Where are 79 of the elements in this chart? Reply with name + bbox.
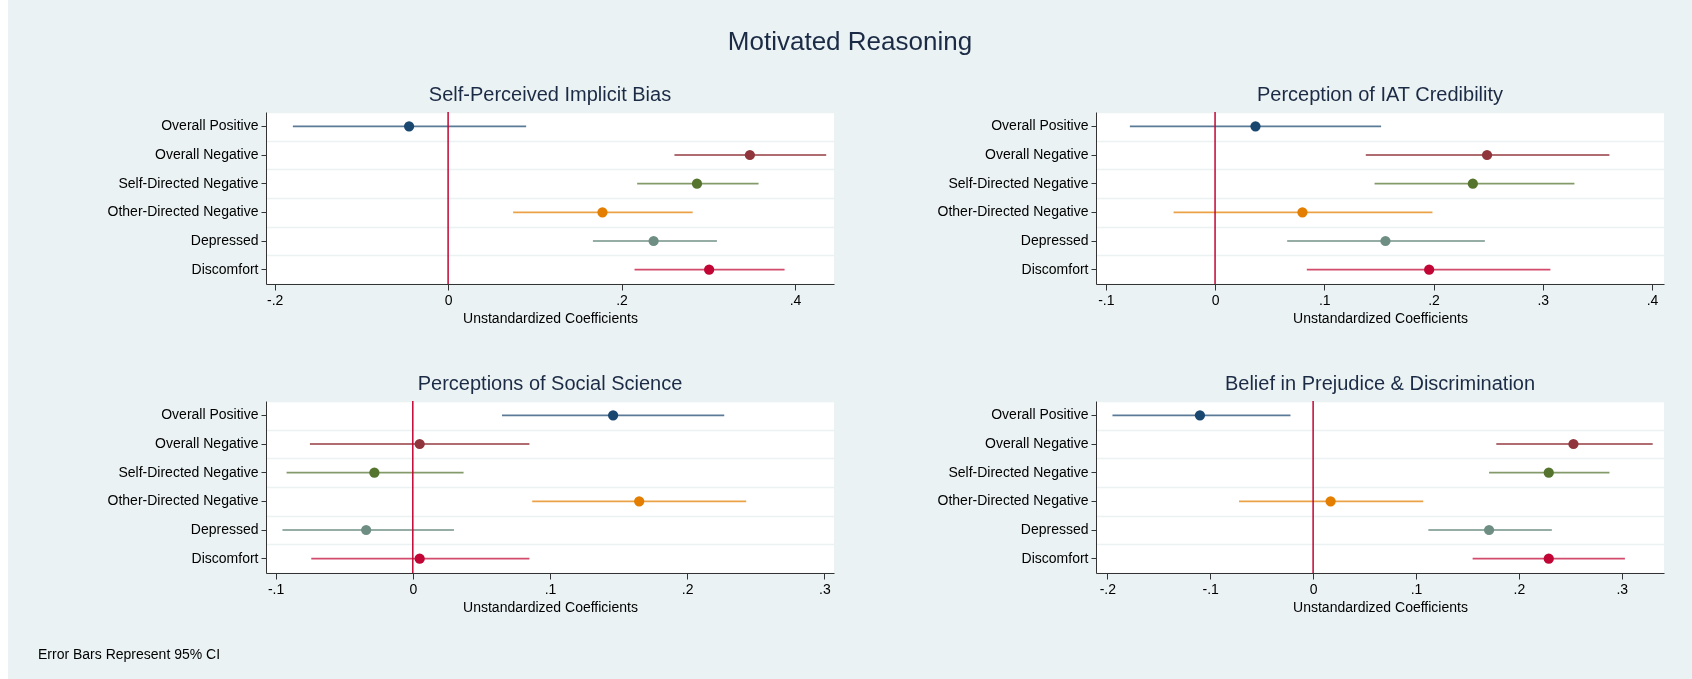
point: [414, 553, 425, 564]
y-tick-label: Overall Negative: [155, 435, 259, 451]
point: [704, 264, 715, 275]
y-tick-label: Overall Positive: [991, 117, 1089, 134]
text: Error Bars Represent 95% CI: [38, 646, 221, 662]
y-tick-label: Depressed: [190, 521, 259, 537]
x-tick-label: -.1: [267, 580, 285, 597]
chart-title: Self-Perceived Implicit Bias: [428, 83, 672, 106]
x-tick-label: .4: [789, 291, 802, 308]
y-tick-label: Depressed: [1020, 521, 1089, 537]
point: [607, 410, 619, 421]
x-tick-label: .2: [681, 580, 694, 597]
x-tick-label: -.1: [1202, 580, 1220, 597]
point: [1568, 438, 1579, 450]
y-tick-label: Overall Negative: [155, 146, 259, 162]
text: Motivated Reasoning: [727, 26, 973, 57]
y-tick-label: Other-Directed Negative: [107, 203, 259, 220]
x-tick-label: .2: [1428, 291, 1441, 308]
x-tick-label: .1: [1410, 580, 1423, 597]
x-tick-label: -.2: [1099, 580, 1117, 597]
point: [597, 207, 608, 218]
chart-title: Belief in Prejudice & Discrimination: [1224, 372, 1536, 395]
point: [1467, 178, 1478, 189]
y-tick-label: Discomfort: [1021, 549, 1089, 566]
chart-title: Perceptions of Social Science: [417, 372, 683, 395]
x-tick-label: 0: [1309, 580, 1318, 597]
point: [361, 524, 372, 536]
x-tick-label: .3: [1616, 580, 1629, 597]
y-tick-label: Discomfort: [191, 260, 259, 277]
y-tick-label: Self-Directed Negative: [118, 463, 259, 480]
point: [369, 467, 380, 478]
point: [1297, 207, 1308, 218]
x-tick-label: .1: [544, 580, 557, 597]
point: [414, 438, 425, 450]
x-axis-title: Unstandardized Coefficients: [1293, 598, 1468, 615]
x-tick-label: .4: [1646, 291, 1659, 308]
point: [1483, 524, 1495, 536]
point: [648, 235, 659, 247]
chart-title: Perception of IAT Credibility: [1256, 83, 1504, 106]
x-axis-title: Unstandardized Coefficients: [463, 598, 638, 615]
y-tick-label: Other-Directed Negative: [937, 203, 1089, 220]
x-tick-label: .1: [1318, 291, 1331, 308]
y-tick-label: Overall Negative: [985, 146, 1089, 162]
point: [1250, 121, 1261, 132]
y-tick-label: Depressed: [1020, 232, 1089, 248]
y-tick-label: Overall Positive: [161, 406, 259, 423]
point: [744, 149, 756, 161]
point: [1543, 553, 1554, 564]
y-tick-label: Discomfort: [191, 549, 259, 566]
point: [1194, 410, 1206, 421]
point: [1543, 467, 1554, 478]
x-axis-title: Unstandardized Coefficients: [463, 309, 638, 326]
x-tick-label: .3: [819, 580, 831, 597]
y-tick-label: Self-Directed Negative: [118, 174, 259, 191]
x-tick-label: .2: [1513, 580, 1526, 597]
point: [403, 121, 415, 132]
y-tick-label: Self-Directed Negative: [948, 174, 1089, 191]
y-tick-label: Other-Directed Negative: [107, 492, 259, 509]
point: [1325, 496, 1336, 507]
y-tick-label: Discomfort: [1021, 260, 1089, 277]
x-tick-label: -.1: [1098, 291, 1115, 308]
y-tick-label: Other-Directed Negative: [937, 492, 1089, 509]
point: [634, 496, 645, 507]
x-tick-label: -.2: [267, 291, 284, 308]
y-tick-label: Overall Positive: [161, 117, 259, 134]
y-tick-label: Depressed: [190, 232, 259, 248]
point: [1424, 264, 1435, 275]
point: [1380, 235, 1391, 247]
x-tick-label: 0: [409, 580, 418, 597]
y-tick-label: Overall Negative: [985, 435, 1089, 451]
x-tick-label: 0: [444, 291, 453, 308]
point: [691, 178, 703, 189]
y-tick-label: Self-Directed Negative: [948, 463, 1089, 480]
x-axis-title: Unstandardized Coefficients: [1293, 309, 1468, 326]
x-tick-label: 0: [1211, 291, 1220, 308]
point: [1481, 149, 1493, 161]
x-tick-label: .2: [616, 291, 629, 308]
y-tick-label: Overall Positive: [991, 406, 1089, 423]
x-tick-label: .3: [1537, 291, 1550, 308]
